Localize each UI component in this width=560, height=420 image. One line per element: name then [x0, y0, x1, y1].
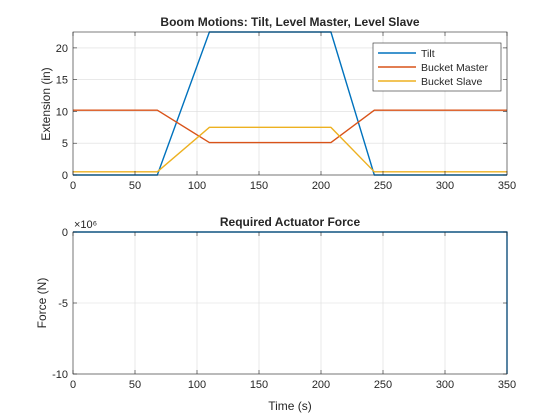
legend-label-tilt: Tilt: [421, 48, 435, 60]
top-xtick-label-3: 150: [250, 180, 268, 192]
bottom-ylabel: Force (N): [35, 278, 49, 329]
top-xtick-label-6: 300: [436, 180, 454, 192]
bottom-xtick-label-1: 50: [129, 379, 141, 391]
top-title: Boom Motions: Tilt, Level Master, Level …: [160, 15, 420, 29]
legend-item-tilt: Tilt: [378, 48, 435, 60]
top-xtick-label-1: 50: [129, 180, 141, 192]
top-ytick-label-0: 0: [62, 170, 68, 182]
bottom-axes: 0 50 100 150 200 250 300 350 -10 -5 0 Required Act…: [35, 215, 516, 413]
top-axes: 0 50 100 150 200 250 300 350 0 5 10 15 20 Boom Motio…: [39, 15, 516, 192]
top-ytick-label-4: 20: [56, 43, 68, 55]
legend-label-bucket-master: Bucket Master: [421, 62, 489, 74]
bottom-xtick-label-7: 350: [498, 379, 516, 391]
top-xtick-label-5: 250: [374, 180, 392, 192]
top-ytick-label-1: 5: [62, 138, 68, 150]
bottom-xlabel: Time (s): [268, 399, 312, 413]
top-xtick-label-0: 0: [70, 180, 76, 192]
bottom-ticks: 0 50 100 150 200 250 300 350 -10 -5 0: [52, 227, 516, 391]
bottom-xtick-label-3: 150: [250, 379, 268, 391]
bottom-xtick-label-6: 300: [436, 379, 454, 391]
top-xtick-label-4: 200: [312, 180, 330, 192]
top-series-line-bucket-slave: [73, 126, 507, 173]
bottom-y-multiplier: ×10⁶: [74, 219, 97, 231]
top-ytick-label-2: 10: [56, 106, 68, 118]
bottom-title: Required Actuator Force: [220, 215, 361, 229]
top-legend: Tilt Bucket Master Bucket Slave: [372, 42, 502, 92]
bottom-ytick-label-1: -5: [58, 298, 68, 310]
top-ylabel: Extension (in): [39, 67, 53, 140]
top-series-line-bucket-master: [73, 109, 507, 144]
legend-box: [372, 42, 502, 92]
top-ticks: 0 50 100 150 200 250 300 350 0 5 10 15 20: [56, 32, 516, 192]
legend-item-bucket-master: Bucket Master: [378, 62, 489, 74]
legend-label-bucket-slave: Bucket Slave: [421, 76, 482, 88]
top-ytick-label-3: 15: [56, 75, 68, 87]
bottom-xtick-label-2: 100: [188, 379, 206, 391]
bottom-xtick-label-5: 250: [374, 379, 392, 391]
bottom-ytick-label-0: -10: [52, 369, 68, 381]
top-xtick-label-7: 350: [498, 180, 516, 192]
top-axes-box: [72, 31, 508, 176]
bottom-ytick-label-2: 0: [62, 227, 68, 239]
legend-item-bucket-slave: Bucket Slave: [378, 76, 482, 88]
bottom-xtick-label-4: 200: [312, 379, 330, 391]
top-xtick-label-2: 100: [188, 180, 206, 192]
bottom-xtick-label-0: 0: [70, 379, 76, 391]
